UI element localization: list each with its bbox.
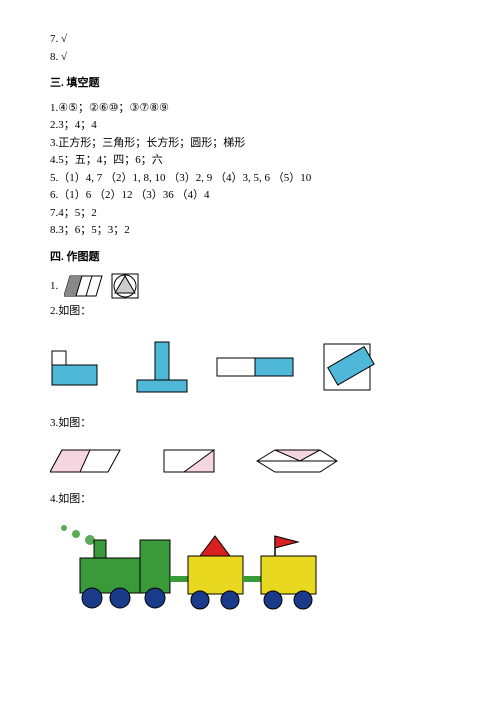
cyan-fig-2	[135, 340, 190, 395]
s4-item3-figures	[50, 446, 450, 476]
s3-line-2: 2.3；4；4	[50, 117, 450, 134]
pink-fig-2	[160, 446, 220, 476]
s4-item4-label: 4.如图：	[50, 491, 450, 508]
answer-8: 8. √	[50, 49, 450, 66]
cyan-fig-1	[50, 347, 110, 387]
pink-fig-3	[255, 446, 340, 476]
s4-item4-figure	[50, 518, 450, 613]
s3-line-1: 1.④⑤；②⑥⑩；③⑦⑧⑨	[50, 100, 450, 117]
top-answers: 7. √ 8. √	[50, 31, 450, 65]
s4-item2-figures	[50, 340, 450, 395]
s3-line-6: 6.（1）6 （2）12 （3）36 （4）4	[50, 187, 450, 204]
s4-item2-label: 2.如图：	[50, 303, 450, 320]
s3-line-7: 7.4；5；2	[50, 205, 450, 222]
pink-fig-1	[50, 446, 125, 476]
train-icon	[50, 518, 340, 613]
circle-triangle-icon	[110, 273, 140, 299]
cyan-fig-4	[320, 340, 375, 395]
s3-line-8: 8.3；6；5；3；2	[50, 222, 450, 239]
s3-line-3: 3.正方形；三角形；长方形；圆形；梯形	[50, 135, 450, 152]
parallelogram-icon	[64, 274, 104, 298]
section3-body: 1.④⑤；②⑥⑩；③⑦⑧⑨ 2.3；4；4 3.正方形；三角形；长方形；圆形；梯…	[50, 100, 450, 239]
s3-line-4: 4.5；五；4；四；6；六	[50, 152, 450, 169]
cyan-fig-3	[215, 352, 295, 382]
s3-line-5: 5.（1）4, 7 （2）1, 8, 10 （3）2, 9 （4）3, 5, 6…	[50, 170, 450, 187]
section3-title: 三. 填空题	[50, 75, 450, 92]
s4-item1-label: 1.	[50, 278, 58, 295]
s4-item3-label: 3.如图：	[50, 415, 450, 432]
section4-title: 四. 作图题	[50, 249, 450, 266]
answer-7: 7. √	[50, 31, 450, 48]
s4-item1-row: 1.	[50, 273, 450, 299]
